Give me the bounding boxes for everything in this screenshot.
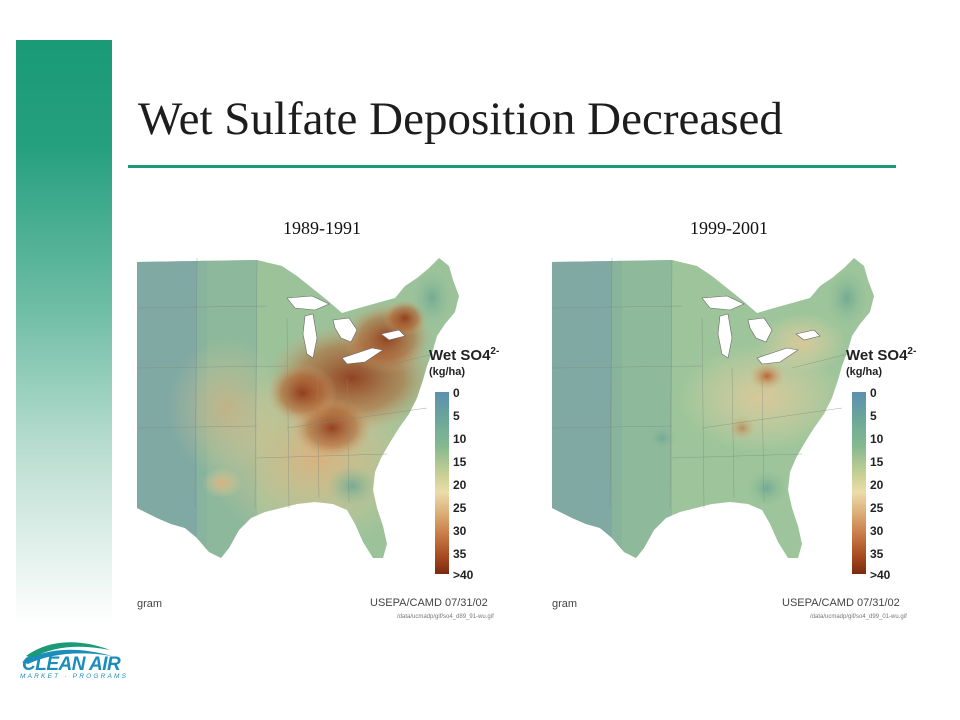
- legend-tick: 15: [453, 455, 467, 469]
- map-period-label-1989: 1989-1991: [283, 218, 361, 238]
- legend-tick: >40: [870, 568, 891, 582]
- map-period-label-1999: 1999-2001: [690, 218, 768, 238]
- legend-tick: 0: [453, 386, 460, 400]
- legend-unit: (kg/ha): [846, 366, 883, 378]
- legend-tick: 20: [453, 478, 467, 492]
- clean-air-wave-logo-icon: [22, 642, 112, 664]
- credit-1999: USEPA/CAMD 07/31/02: [782, 597, 900, 609]
- accent-side-bar: [16, 40, 112, 625]
- sulfate-map-1989-1991: [137, 258, 509, 576]
- credit-left-1989: gram: [137, 598, 163, 610]
- credit-1989: USEPA/CAMD 07/31/02: [370, 597, 488, 609]
- legend-tick: 10: [453, 432, 467, 446]
- legend-title: Wet SO42-: [429, 346, 500, 364]
- legend-tick: 35: [453, 547, 467, 561]
- legend-1989: Wet SO42- (kg/ha) 0 5 10 15 20 25 30 35 …: [429, 346, 519, 586]
- logo-tagline: MARKET · PROGRAMS: [20, 673, 129, 680]
- title-underline: [128, 165, 896, 168]
- legend-tick: 25: [453, 501, 467, 515]
- legend-tick: 20: [870, 478, 884, 492]
- legend-tick: 10: [870, 432, 884, 446]
- legend-tick: 35: [870, 547, 884, 561]
- legend-color-scale: [435, 392, 449, 574]
- legend-color-scale: [852, 392, 866, 574]
- sulfate-map-1999-2001: [552, 258, 924, 576]
- legend-unit: (kg/ha): [429, 366, 466, 378]
- legend-tick: 0: [870, 386, 877, 400]
- credit-path-1989: /data/ucmadp/gif/so4_d89_91-wu.gif: [397, 614, 494, 620]
- legend-tick: >40: [453, 568, 474, 582]
- legend-tick: 15: [870, 455, 884, 469]
- legend-tick: 30: [870, 524, 884, 538]
- legend-tick: 30: [453, 524, 467, 538]
- legend-tick: 5: [870, 409, 877, 423]
- credit-left-1999: gram: [552, 598, 578, 610]
- legend-title: Wet SO42-: [846, 346, 917, 364]
- legend-tick: 5: [453, 409, 460, 423]
- logo-name: CLEAN AIR: [22, 654, 121, 675]
- credit-path-1999: /data/ucmadp/gif/so4_d99_01-wu.gif: [810, 614, 907, 620]
- legend-1999: Wet SO42- (kg/ha) 0 5 10 15 20 25 30 35 …: [846, 346, 936, 586]
- slide-title: Wet Sulfate Deposition Decreased: [138, 93, 783, 145]
- legend-tick: 25: [870, 501, 884, 515]
